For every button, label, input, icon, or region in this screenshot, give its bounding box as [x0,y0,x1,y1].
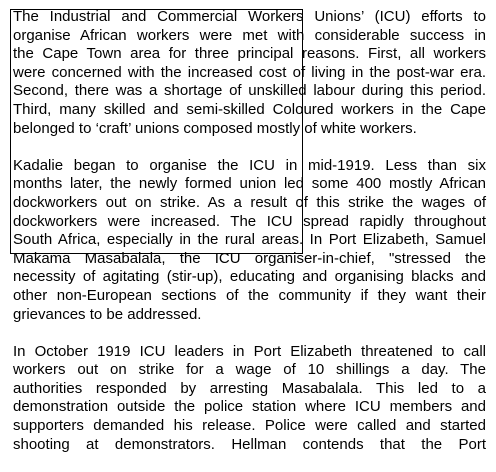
text-line: were concerned with the increased cost o… [13,63,486,81]
text-line: necessity of agitating (stir-up), educat… [13,268,486,286]
paragraph-3: In October 1919 ICU leaders in Port Eliz… [13,343,486,455]
text-line: Kadalie began to organise the ICU in mid… [13,156,486,174]
text-line: workers out on strike for a wage of 10 s… [13,361,486,379]
text-line: organise African workers were met with c… [13,26,486,44]
text-line: Second, there was a shortage of unskille… [13,82,486,100]
document-body: The Industrial and Commercial Workers Un… [13,8,486,454]
text-line: Third, many skilled and semi-skilled Col… [13,100,486,118]
text-line: South Africa, especially in the rural ar… [13,231,486,249]
text-line: grievances to be addressed. [13,305,202,323]
text-line: the Cape Town area for three principal r… [13,45,486,63]
text-line: authorities responded by arresting Masab… [13,379,486,397]
paragraph-gap [13,138,486,157]
text-line: belonged to ‘craft’ unions composed most… [13,119,417,137]
paragraph-gap [13,324,486,343]
text-line: other non-European sections of the commu… [13,286,486,304]
text-line: demonstration outside the police station… [13,398,486,416]
text-line: shooting at demonstrators. Hellman conte… [13,435,486,453]
paragraph-2: Kadalie began to organise the ICU in mid… [13,157,486,324]
text-line: supporters demanded his release. Police … [13,417,486,435]
text-line: The Industrial and Commercial Workers Un… [13,8,486,25]
text-line: dockworkers were increased. The ICU spre… [13,212,486,230]
text-line: dockworkers out on strike. As a result o… [13,193,486,211]
text-line: Makama Masabalala, the ICU organiser-in-… [13,249,486,267]
paragraph-1: The Industrial and Commercial Workers Un… [13,8,486,138]
text-line: In October 1919 ICU leaders in Port Eliz… [13,342,486,360]
text-line: months later, the newly formed union led… [13,175,486,193]
